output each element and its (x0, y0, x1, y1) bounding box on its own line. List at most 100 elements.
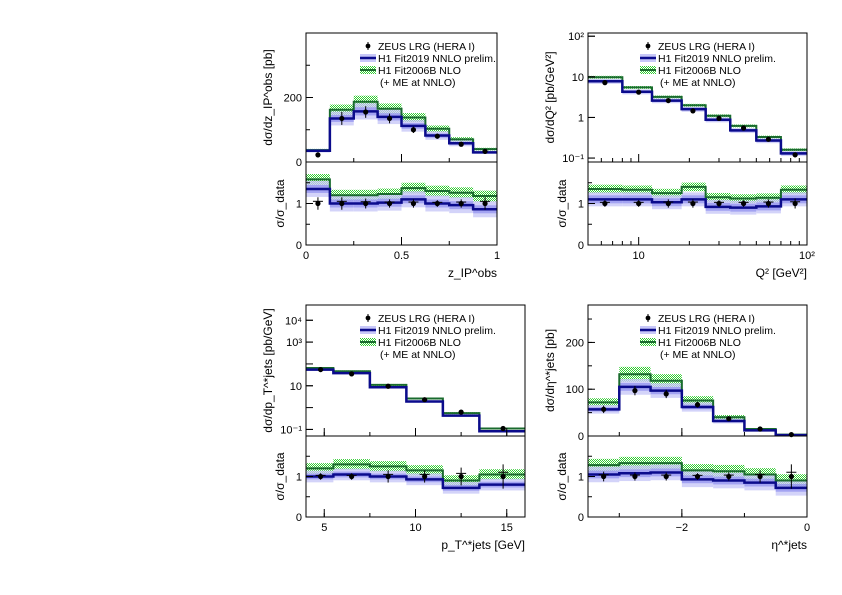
y-tick-label: 10 (290, 381, 302, 393)
x-tick-label: 5 (321, 522, 327, 534)
fit2006-line (306, 367, 525, 430)
ratio-fit2006-line (306, 178, 497, 198)
plot-area-q2 (588, 75, 807, 215)
y-axis-title: dσ/dz_IP^obs [pb] (261, 49, 275, 145)
ratio-data-point (339, 200, 345, 207)
ratio-data-point (434, 200, 440, 207)
chart-q2: 10⁻¹ 1 10 10² 0 1 10 10² dσ/dQ² [pb/GeV²] σ/σ_dat… (543, 31, 815, 280)
data-point (716, 115, 722, 121)
legend-fit2006-label: H1 Fit2006B NLO (658, 337, 741, 349)
plot-area-zpom (306, 95, 497, 218)
ratio-y-tick-label: 0 (296, 512, 302, 524)
ratio-data-point (740, 200, 747, 207)
legend: ZEUS LRG (HERA I)H1 Fit2019 NNLO prelim.… (360, 313, 496, 361)
data-point (663, 391, 669, 397)
ratio-data-point (694, 473, 701, 480)
fit2006-line (588, 373, 807, 436)
legend-data-label: ZEUS LRG (HERA I) (658, 41, 755, 53)
legend-fit2006-label: H1 Fit2006B NLO (378, 65, 461, 77)
y-tick-label: 200 (566, 337, 584, 349)
x-tick-label: 10 (633, 250, 645, 262)
ratio-data-point (602, 200, 608, 207)
ratio-data-point (318, 473, 324, 480)
y-tick-label: 0 (578, 431, 584, 443)
ratio-fit2006-line (588, 185, 807, 200)
y-tick-label: 100 (566, 384, 584, 396)
x-tick-label: −2 (676, 522, 689, 534)
plot-area-pt (306, 366, 525, 494)
y-tick-label: 10³ (286, 337, 302, 349)
ratio-y-axis-title: σ/σ_data (555, 452, 569, 501)
data-point (339, 115, 345, 122)
ratio-data-point (500, 473, 506, 480)
x-axis-title: p_T^*jets [GeV] (441, 538, 525, 552)
legend-fit2019-label: H1 Fit2019 NNLO prelim. (658, 53, 776, 65)
legend-data-label: ZEUS LRG (HERA I) (658, 313, 755, 325)
legend-fit2006-sublabel: (+ ME at NNLO) (660, 349, 736, 361)
legend-fit2006-sublabel: (+ ME at NNLO) (660, 77, 736, 89)
legend-fit2006-sublabel: (+ ME at NNLO) (380, 349, 456, 361)
legend: ZEUS LRG (HERA I)H1 Fit2019 NNLO prelim.… (640, 313, 776, 361)
y-tick-label: 0 (296, 157, 302, 169)
ratio-data-point (422, 473, 428, 480)
ratio-data-point (663, 473, 669, 480)
ratio-y-tick-label: 1 (578, 472, 584, 484)
y-tick-label: 10 (572, 72, 584, 84)
ratio-fit2006-line (588, 462, 807, 482)
legend-fit2019-label: H1 Fit2019 NNLO prelim. (378, 53, 496, 65)
ratio-data-point (482, 200, 488, 207)
ratio-data-point (601, 473, 607, 480)
legend-data-marker (365, 43, 371, 49)
y-tick-label: 200 (284, 93, 302, 105)
legend-data-marker (645, 315, 651, 321)
data-point (757, 426, 763, 432)
legend-fit2006-label: H1 Fit2006B NLO (658, 65, 741, 77)
ratio-fit2019-line (588, 198, 807, 209)
ratio-data-point (386, 200, 393, 207)
data-point (636, 89, 642, 95)
ratio-fit2019-line (306, 473, 525, 490)
chart-zpom: 0 200 0 1 0 0.5 1 dσ/dz_IP^obs [pb] σ/σ_data z_IP… (261, 32, 500, 280)
data-point (385, 383, 391, 389)
x-tick-label: 0 (804, 522, 810, 534)
data-point (665, 97, 671, 104)
x-tick-label: 0.5 (394, 250, 409, 262)
data-point (500, 425, 506, 432)
ratio-data-point (363, 200, 369, 207)
data-point (315, 152, 321, 158)
chart-eta: 0 100 200 0 1 −2 0 dσ/dη^*jets [pb] σ/σ_data η^*j… (543, 304, 810, 552)
ratio-data-point (349, 473, 355, 480)
y-tick-label: 10⁻¹ (280, 424, 302, 436)
ratio-data-point (665, 200, 671, 207)
ratio-data-point (458, 200, 464, 207)
x-axis-title: z_IP^obs (448, 266, 497, 280)
data-point (349, 371, 355, 377)
legend-fit2019-label: H1 Fit2019 NNLO prelim. (658, 325, 776, 337)
ratio-y-tick-label: 0 (578, 512, 584, 524)
legend-fit2006-sublabel: (+ ME at NNLO) (380, 77, 456, 89)
data-point (363, 109, 369, 115)
y-tick-label: 10⁻¹ (562, 153, 584, 165)
legend-data-label: ZEUS LRG (HERA I) (378, 313, 475, 325)
data-point (318, 366, 324, 373)
data-point (792, 152, 798, 158)
data-point (458, 141, 464, 147)
legend-data-marker (365, 315, 371, 321)
ratio-y-axis-title: σ/σ_data (273, 452, 287, 501)
ratio-fit2006-line (306, 463, 525, 482)
ratio-y-tick-label: 0 (296, 240, 302, 252)
ratio-data-point (410, 200, 417, 207)
y-tick-label: 10⁴ (285, 315, 302, 327)
plot-area-eta (588, 366, 807, 496)
ratio-data-point (636, 200, 642, 207)
fit2006-line (306, 100, 497, 152)
ratio-y-axis-title: σ/σ_data (273, 179, 287, 228)
data-point (694, 402, 701, 408)
fit2019-line (306, 368, 525, 433)
y-tick-label: 1 (578, 112, 584, 124)
ratio-data-point (765, 200, 772, 207)
ratio-data-point (788, 473, 794, 480)
x-tick-label: 15 (501, 522, 513, 534)
ratio-y-tick-label: 1 (296, 472, 302, 484)
